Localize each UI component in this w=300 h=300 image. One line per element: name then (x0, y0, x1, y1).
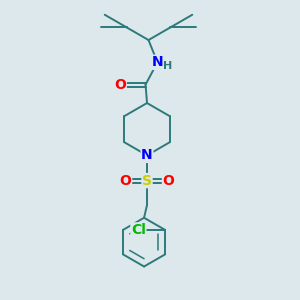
Text: N: N (141, 148, 153, 162)
Text: O: O (114, 78, 126, 92)
Text: S: S (142, 174, 152, 188)
Text: Cl: Cl (131, 223, 146, 237)
Text: N: N (152, 55, 163, 69)
Text: H: H (163, 61, 172, 71)
Text: O: O (163, 174, 174, 188)
Text: O: O (120, 174, 132, 188)
